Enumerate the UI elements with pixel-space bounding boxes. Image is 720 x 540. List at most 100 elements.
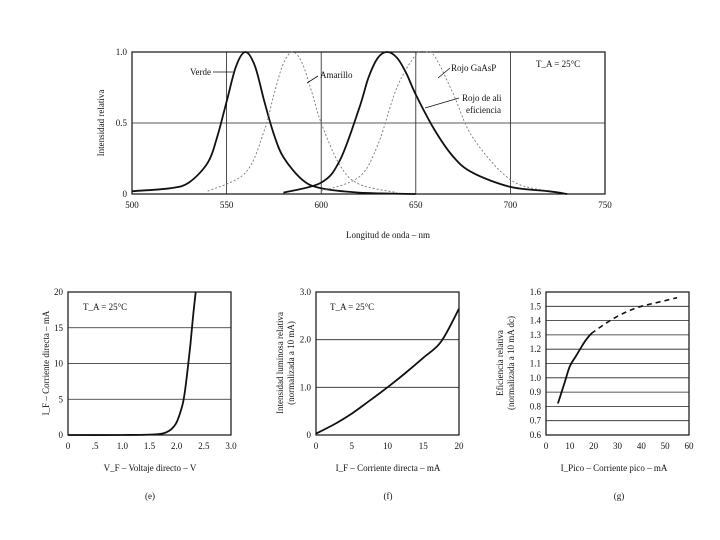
y-tick-label: 1.6 <box>530 287 542 297</box>
x-tick-label: 20 <box>455 441 465 451</box>
luminous-curve-line <box>315 308 460 435</box>
efficiency-x-ticks: 0 10 20 30 40 50 60 <box>544 441 694 451</box>
series-verde-line <box>131 51 416 195</box>
series-label-rojo-gaasp: Rojo GaAsP <box>451 63 496 73</box>
efficiency-x-axis-label: I_Pico – Corriente pico – mA <box>561 463 668 473</box>
x-tick-label: 3.0 <box>225 441 237 451</box>
spectral-temp-annotation: T_A = 25°C <box>536 59 580 69</box>
spectral-x-axis-label: Longitud de onda – nm <box>346 230 430 240</box>
luminous-intensity-chart: 0 5 10 15 20 0 1.0 2.0 3.0 T_A = 25°C I_F – Cor… <box>275 287 464 501</box>
y-tick-label: 1.0 <box>530 373 542 383</box>
luminous-temp-annotation: T_A = 25°C <box>330 302 374 312</box>
luminous-y-ticks: 0 1.0 2.0 3.0 <box>300 287 312 440</box>
iv-x-ticks: 0 .5 1.0 1.5 2.0 2.5 3.0 <box>66 441 237 451</box>
series-label-rojo-gaasp-leader <box>437 67 451 79</box>
y-tick-label: 0.7 <box>530 416 542 426</box>
iv-grid <box>68 327 231 400</box>
x-tick-label: 650 <box>409 200 423 210</box>
luminous-x-axis-label: I_F – Corriente directa – mA <box>336 463 441 473</box>
series-label-rojo-ali-line2: eficiencia <box>466 105 501 115</box>
series-label-verde: Verde <box>190 67 211 77</box>
y-tick-label: 2.0 <box>300 335 312 345</box>
luminous-series <box>315 308 460 435</box>
efficiency-dashed-line <box>590 296 678 335</box>
iv-curve-line <box>67 291 197 436</box>
x-tick-label: 30 <box>613 441 623 451</box>
luminous-plot-frame <box>315 291 460 436</box>
spectral-y-ticks: 0 0.5 1.0 <box>116 47 128 199</box>
y-tick-label: 0.8 <box>530 401 542 411</box>
luminous-y-axis-label-line1: Intensidad luminosa relativa <box>275 312 285 414</box>
series-rojo-gaasp-line <box>321 50 549 192</box>
x-tick-label: 2.0 <box>171 441 183 451</box>
efficiency-grid <box>546 305 689 422</box>
iv-temp-annotation: T_A = 25°C <box>83 302 127 312</box>
efficiency-series <box>557 296 678 404</box>
x-tick-label: 1.0 <box>117 441 129 451</box>
x-tick-label: 15 <box>419 441 429 451</box>
series-label-amarillo-leader <box>306 75 319 84</box>
luminous-caption: (f) <box>384 491 393 501</box>
efficiency-chart: 0 10 20 30 40 50 60 0.6 0.7 0.8 0.9 1.0 1.1 1.2 1.3 1.… <box>495 287 694 501</box>
spectral-x-ticks: 500 550 600 650 700 750 <box>125 200 612 210</box>
x-tick-label: 0 <box>544 441 549 451</box>
iv-caption: (e) <box>145 491 155 501</box>
series-rojo-ali-line <box>283 51 568 195</box>
spectral-series <box>131 50 568 195</box>
y-tick-label: 1.0 <box>116 47 128 57</box>
efficiency-caption: (g) <box>614 491 625 501</box>
iv-x-axis-label: V_F – Voltaje directo – V <box>104 463 197 473</box>
y-tick-label: 1.4 <box>530 316 542 326</box>
spectral-y-axis-label: Intensidad relativa <box>96 90 106 157</box>
x-tick-label: 500 <box>125 200 139 210</box>
spectral-chart: 500 550 600 650 700 750 0 0.5 1.0 Longitud de o… <box>96 47 612 240</box>
y-tick-label: 15 <box>54 323 64 333</box>
efficiency-solid-line <box>557 332 592 404</box>
y-tick-label: 3.0 <box>300 287 312 297</box>
y-tick-label: 0.5 <box>116 118 128 128</box>
y-tick-label: 0.6 <box>530 430 542 440</box>
y-tick-label: 1.2 <box>530 344 541 354</box>
iv-series <box>67 291 197 436</box>
x-tick-label: 750 <box>598 200 612 210</box>
x-tick-label: 20 <box>589 441 599 451</box>
x-tick-label: 700 <box>504 200 518 210</box>
efficiency-y-axis-label-line1: Eficiencia relativa <box>495 330 505 396</box>
spectral-grid <box>132 52 605 194</box>
x-tick-label: 60 <box>685 441 695 451</box>
y-tick-label: 0 <box>59 430 64 440</box>
efficiency-y-ticks: 0.6 0.7 0.8 0.9 1.0 1.1 1.2 1.3 1.4 1.5 1.6 <box>530 287 542 440</box>
y-tick-label: 1.1 <box>530 359 541 369</box>
x-tick-label: 1.5 <box>144 441 156 451</box>
y-tick-label: 1.3 <box>530 330 542 340</box>
x-tick-label: 2.5 <box>198 441 210 451</box>
iv-annotation-bg <box>80 299 148 313</box>
y-tick-label: 1.0 <box>300 382 312 392</box>
series-label-amarillo: Amarillo <box>320 70 353 80</box>
x-tick-label: 5 <box>350 441 355 451</box>
iv-chart: 0 .5 1.0 1.5 2.0 2.5 3.0 0 5 10 15 20 T_A = 25°C V… <box>41 287 237 501</box>
luminous-annotation-bg <box>327 299 395 313</box>
series-amarillo-line <box>207 51 397 194</box>
y-tick-label: 5 <box>59 394 64 404</box>
y-tick-label: 0 <box>307 430 312 440</box>
y-tick-label: 20 <box>54 287 64 297</box>
series-label-rojo-ali-leader <box>424 97 460 109</box>
y-tick-label: 10 <box>54 359 64 369</box>
x-tick-label: 40 <box>637 441 647 451</box>
y-tick-label: 0 <box>123 189 128 199</box>
x-tick-label: 550 <box>220 200 234 210</box>
y-tick-label: 1.5 <box>530 301 542 311</box>
series-label-rojo-ali-line1: Rojo de ali <box>462 93 502 103</box>
x-tick-label: .5 <box>92 441 99 451</box>
x-tick-label: 10 <box>383 441 393 451</box>
x-tick-label: 0 <box>314 441 319 451</box>
y-tick-label: 0.9 <box>530 387 542 397</box>
iv-y-axis-label: I_F – Corriente directa – mA <box>41 310 51 415</box>
luminous-x-ticks: 0 5 10 15 20 <box>314 441 464 451</box>
luminous-y-axis-label-line2: (normalizada a 10 mA) <box>286 321 296 405</box>
x-tick-label: 600 <box>314 200 328 210</box>
efficiency-y-axis-label-line2: (normalizada a 10 mA dc) <box>506 316 516 410</box>
iv-y-ticks: 0 5 10 15 20 <box>54 287 64 440</box>
